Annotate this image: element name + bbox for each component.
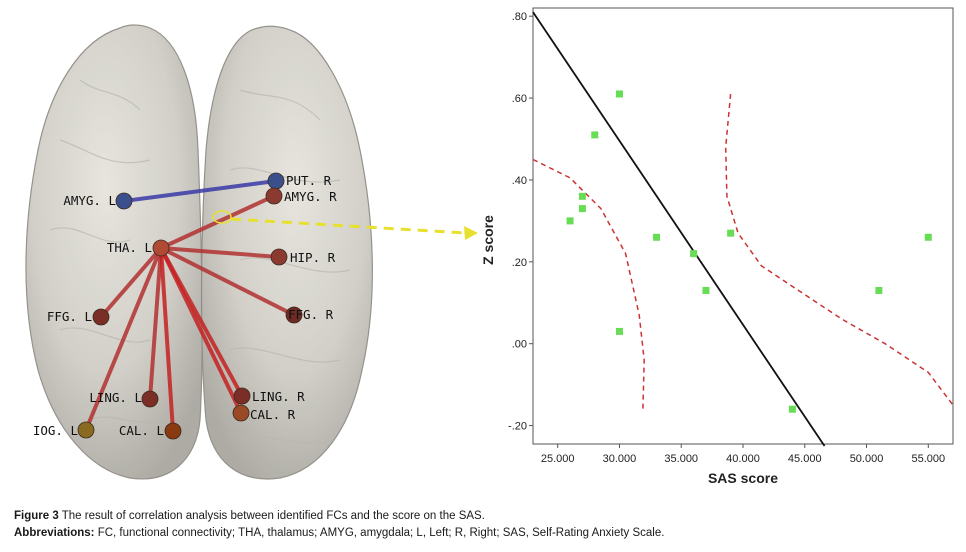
figure-caption-text: The result of correlation analysis betwe… bbox=[58, 510, 485, 522]
data-point bbox=[727, 229, 735, 237]
plot-content bbox=[532, 11, 954, 447]
x-tick-label: 45.000 bbox=[788, 453, 822, 465]
node-label-cal_r: CAL. R bbox=[250, 407, 296, 422]
node-amyg_l bbox=[115, 192, 133, 210]
regression-line bbox=[532, 11, 826, 447]
node-cal_l bbox=[164, 422, 182, 440]
node-iog_l bbox=[77, 421, 95, 439]
figure-label: Figure 3 bbox=[14, 510, 59, 522]
edge-tha_l-hip_r bbox=[159, 246, 281, 259]
figure-caption: Figure 3 The result of correlation analy… bbox=[14, 510, 485, 522]
node-label-ling_r: LING. R bbox=[252, 389, 305, 404]
node-ffg_r bbox=[285, 306, 303, 324]
node-put_r bbox=[267, 172, 285, 190]
x-tick-label: 40.000 bbox=[726, 453, 760, 465]
node-label-cal_l: CAL. L bbox=[119, 423, 164, 438]
plot-area bbox=[532, 7, 954, 445]
edge-amyg_l-put_r bbox=[122, 179, 278, 203]
ci-lower-curve bbox=[532, 158, 645, 410]
node-label-tha_l: THA. L bbox=[107, 240, 152, 255]
edge-tha_l-cal_r bbox=[159, 246, 243, 415]
y-tick-label: .80 bbox=[512, 11, 527, 23]
node-label-ling_l: LING. L bbox=[89, 390, 142, 405]
y-axis-label: Z score bbox=[480, 215, 496, 265]
node-ffg_l bbox=[92, 308, 110, 326]
abbreviations-text: FC, functional connectivity; THA, thalam… bbox=[94, 527, 665, 539]
data-point bbox=[788, 405, 796, 413]
node-ling_r bbox=[233, 387, 251, 405]
node-label-amyg_r: AMYG. R bbox=[284, 189, 337, 204]
edge-tha_l-ling_l bbox=[148, 246, 163, 401]
node-tha_l bbox=[152, 239, 170, 257]
data-point bbox=[924, 233, 932, 241]
data-point bbox=[578, 192, 586, 200]
data-point bbox=[578, 205, 586, 213]
arrow-head bbox=[464, 226, 478, 240]
data-point bbox=[702, 286, 710, 294]
node-label-ffg_r: FFG. R bbox=[288, 307, 334, 322]
node-label-amyg_l: AMYG. L bbox=[63, 193, 116, 208]
edge-tha_l-cal_l bbox=[159, 246, 175, 433]
x-axis-label: SAS score bbox=[708, 470, 778, 486]
edge-tha_l-ffg_l bbox=[99, 246, 163, 319]
node-label-hip_r: HIP. R bbox=[290, 250, 336, 265]
y-tick-label: .60 bbox=[512, 93, 527, 105]
left-hemisphere bbox=[25, 24, 203, 480]
data-point bbox=[591, 131, 599, 139]
scatter-plot: -.20 .00 .20 .40 .60 .80 25.000 30.000 35.000 40… bbox=[480, 7, 954, 486]
node-cal_r bbox=[232, 404, 250, 422]
edge-tha_l-iog_l bbox=[84, 246, 163, 432]
x-tick-label: 30.000 bbox=[603, 453, 637, 465]
data-point bbox=[875, 286, 883, 294]
data-point bbox=[653, 233, 661, 241]
data-point bbox=[615, 90, 623, 98]
node-label-ffg_l: FFG. L bbox=[47, 309, 92, 324]
x-tick-label: 55.000 bbox=[911, 453, 945, 465]
ci-upper-curve bbox=[724, 93, 954, 406]
right-hemisphere bbox=[200, 25, 373, 480]
edge-tha_l-ffg_r bbox=[159, 246, 296, 317]
data-point bbox=[690, 250, 698, 258]
y-tick-label: .20 bbox=[512, 257, 527, 269]
dashed-arrow-line bbox=[230, 217, 467, 235]
x-tick-label: 25.000 bbox=[541, 453, 575, 465]
abbreviations-label: Abbreviations: bbox=[14, 527, 95, 539]
brain-sulci bbox=[49, 79, 351, 444]
x-tick-label: 35.000 bbox=[664, 453, 698, 465]
node-label-iog_l: IOG. L bbox=[33, 423, 78, 438]
x-tick-label: 50.000 bbox=[850, 453, 884, 465]
data-point bbox=[615, 327, 623, 335]
connectivity-edges bbox=[84, 179, 296, 433]
data-point bbox=[566, 217, 574, 225]
y-tick-label: .40 bbox=[512, 175, 527, 187]
node-label-put_r: PUT. R bbox=[286, 173, 332, 188]
node-hip_r bbox=[270, 248, 288, 266]
link-arrow bbox=[212, 210, 478, 240]
x-axis-ticks: 25.000 30.000 35.000 40.000 45.000 50.000 55.0… bbox=[541, 444, 945, 465]
highlight-ellipse bbox=[212, 210, 232, 224]
abbreviations-caption: Abbreviations: FC, functional connectivi… bbox=[14, 527, 664, 539]
node-ling_l bbox=[141, 390, 159, 408]
y-tick-label: .00 bbox=[512, 339, 527, 351]
y-tick-label: -.20 bbox=[508, 421, 527, 433]
node-amyg_r bbox=[265, 187, 283, 205]
y-axis-ticks: -.20 .00 .20 .40 .60 .80 bbox=[508, 11, 533, 433]
